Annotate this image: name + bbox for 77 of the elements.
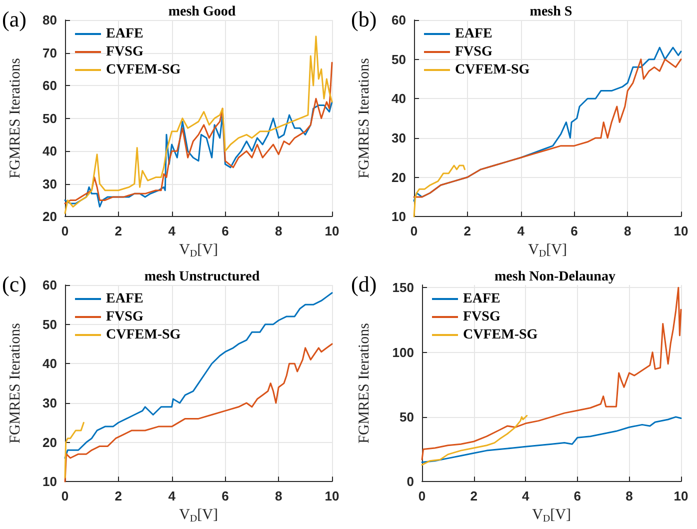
x-tick-label: 2 — [464, 224, 472, 239]
y-tick-label: 30 — [42, 395, 57, 410]
chart-title: mesh Unstructured — [144, 270, 260, 284]
line-series — [421, 416, 682, 463]
y-tick-label: 20 — [392, 170, 406, 185]
y-tick-label: 20 — [42, 209, 57, 224]
line-series — [413, 164, 466, 218]
x-tick-label: 4 — [168, 488, 176, 504]
x-tick-label: 6 — [574, 488, 582, 504]
y-tick-label: 10 — [42, 474, 57, 490]
x-tick-label: 0 — [418, 488, 426, 504]
legend-label: EAFE — [455, 26, 492, 42]
line-series — [64, 36, 333, 214]
y-tick-label: 150 — [392, 280, 414, 296]
y-tick-label: 0 — [406, 474, 414, 490]
x-tick-label: 4 — [522, 488, 530, 504]
x-tick-label: 8 — [626, 488, 633, 504]
x-tick-label: 8 — [624, 224, 632, 239]
line-series — [421, 414, 528, 466]
x-tick-label: 10 — [674, 224, 688, 239]
y-tick-label: 10 — [392, 209, 406, 224]
text: (d) — [351, 272, 377, 296]
y-tick-label: 100 — [392, 344, 414, 360]
x-tick-label: 8 — [274, 488, 282, 504]
y-axis-title: FGMRES Iterations — [356, 322, 372, 444]
line-series — [64, 422, 84, 478]
x-tick-label: 0 — [61, 224, 69, 239]
y-tick-label: 20 — [42, 434, 57, 450]
y-tick-label: 40 — [42, 144, 57, 159]
x-tick-label: 6 — [570, 224, 578, 239]
y-tick-label: 50 — [392, 52, 406, 67]
text: (c) — [2, 272, 26, 296]
x-tick-label: 4 — [517, 224, 526, 239]
y-tick-label: 50 — [400, 409, 414, 424]
y-tick-label: 40 — [42, 356, 57, 372]
chart-title: mesh S — [530, 4, 572, 20]
y-tick-label: 40 — [392, 91, 406, 106]
legend-label: EAFE — [106, 26, 144, 42]
legend-label: CVFEM-SG — [455, 62, 530, 78]
x-tick-label: 6 — [222, 224, 229, 239]
x-tick-label: 8 — [274, 224, 282, 239]
text: (b) — [351, 6, 377, 32]
legend-label: FVSG — [106, 310, 144, 324]
y-tick-label: 80 — [42, 12, 57, 28]
y-tick-label: 50 — [42, 316, 57, 332]
x-tick-label: 6 — [222, 488, 229, 504]
legend-label: EAFE — [106, 292, 144, 306]
legend-label: CVFEM-SG — [106, 328, 181, 342]
legend-label: FVSG — [463, 310, 500, 324]
y-tick-label: 30 — [392, 130, 406, 146]
legend-label: FVSG — [106, 44, 144, 60]
y-tick-label: 50 — [42, 110, 57, 126]
x-tick-label: 2 — [470, 488, 478, 504]
text: (a) — [2, 6, 26, 32]
x-tick-label: 0 — [61, 488, 69, 504]
line-series — [64, 101, 333, 208]
line-series — [64, 62, 333, 204]
y-tick-label: 60 — [42, 278, 57, 292]
y-tick-label: 60 — [42, 78, 57, 94]
chart-title: mesh Good — [168, 4, 236, 20]
y-axis-title: FGMRES Iterations — [8, 322, 24, 444]
chart-title: mesh Non-Delaunay — [494, 270, 616, 284]
y-tick-label: 70 — [42, 45, 57, 60]
x-tick-label: 10 — [324, 488, 340, 504]
y-tick-label: 30 — [42, 176, 57, 192]
x-tick-label: 2 — [114, 224, 122, 239]
y-tick-label: 60 — [392, 12, 406, 28]
x-tick-label: 10 — [674, 488, 688, 504]
y-axis-title: FGMRES Iterations — [356, 58, 372, 179]
legend-label: EAFE — [463, 292, 500, 306]
x-tick-label: 4 — [168, 224, 176, 239]
y-axis-title: FGMRES Iterations — [8, 58, 24, 179]
legend-label: CVFEM-SG — [463, 328, 538, 342]
legend-label: CVFEM-SG — [106, 62, 181, 78]
x-tick-label: 10 — [324, 224, 340, 239]
legend-label: FVSG — [455, 44, 492, 60]
x-tick-label: 2 — [114, 488, 122, 504]
